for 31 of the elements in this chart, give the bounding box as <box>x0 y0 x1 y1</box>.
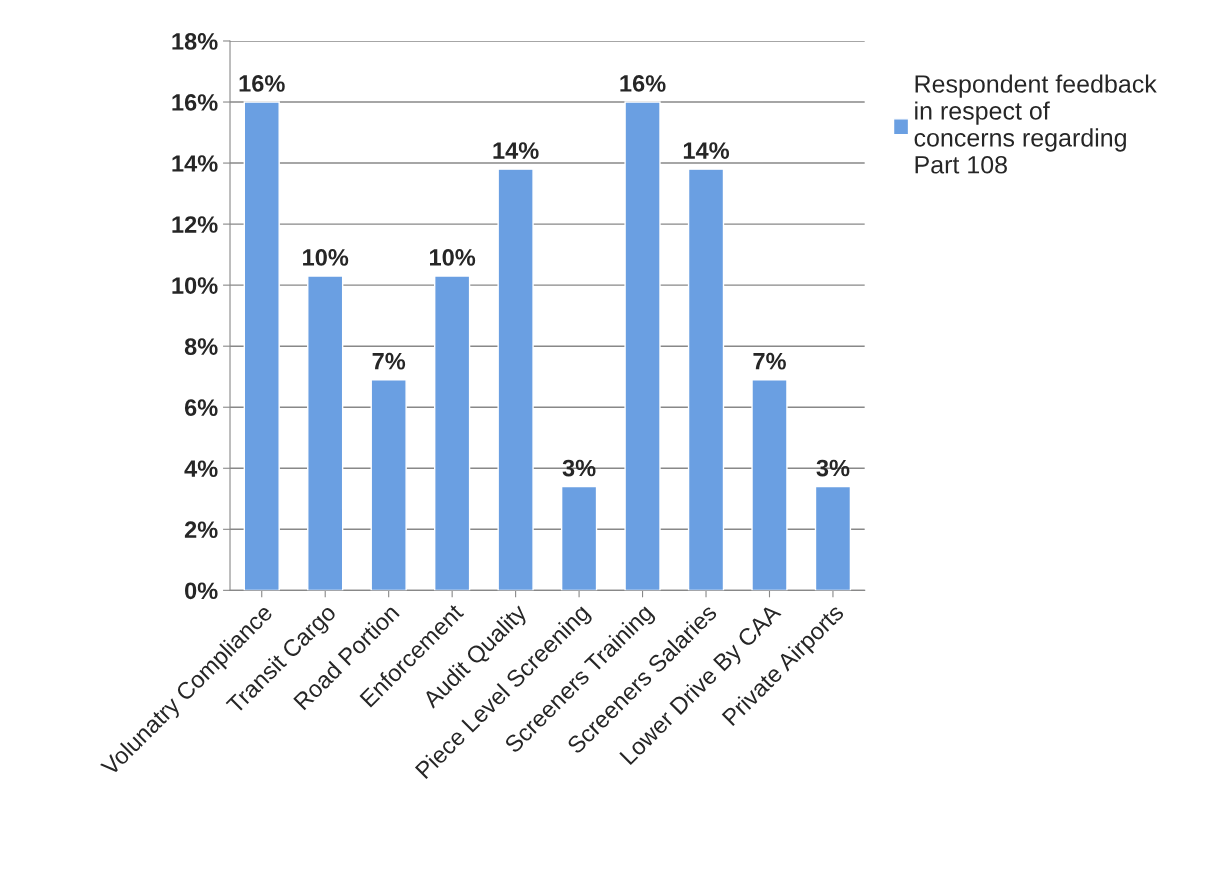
y-tick-label: 2% <box>184 521 218 539</box>
data-label: 3% <box>816 459 850 477</box>
bar <box>560 485 598 591</box>
bar <box>751 379 788 591</box>
data-label: 7% <box>753 352 786 370</box>
bar <box>814 485 852 591</box>
data-label: 3% <box>562 459 596 477</box>
y-tick-label: 18% <box>172 33 218 50</box>
bar <box>687 168 725 591</box>
data-label: 16% <box>239 75 285 92</box>
y-tick-label: 14% <box>172 155 218 172</box>
data-label: 10% <box>430 249 476 266</box>
bar <box>497 168 534 591</box>
legend-label: Respondent feedback in respect of concerns regarding Part 108 <box>914 74 1157 174</box>
data-label: 14% <box>683 142 730 159</box>
y-tick-label: 4% <box>184 460 218 477</box>
y-tick-label: 12% <box>172 216 218 233</box>
bar <box>624 101 661 591</box>
bar <box>307 275 344 591</box>
data-label: 10% <box>303 249 349 266</box>
bar <box>370 379 407 591</box>
data-label: 16% <box>620 75 666 92</box>
data-label: 7% <box>372 352 406 370</box>
y-tick-label: 16% <box>172 94 218 111</box>
y-tick-label: 10% <box>172 277 218 294</box>
bar <box>243 101 280 591</box>
data-label: 14% <box>493 142 539 159</box>
y-tick-label: 8% <box>184 338 218 355</box>
bar <box>433 275 471 591</box>
y-tick-label: 6% <box>184 399 218 417</box>
y-tick-label: 0% <box>185 582 218 600</box>
